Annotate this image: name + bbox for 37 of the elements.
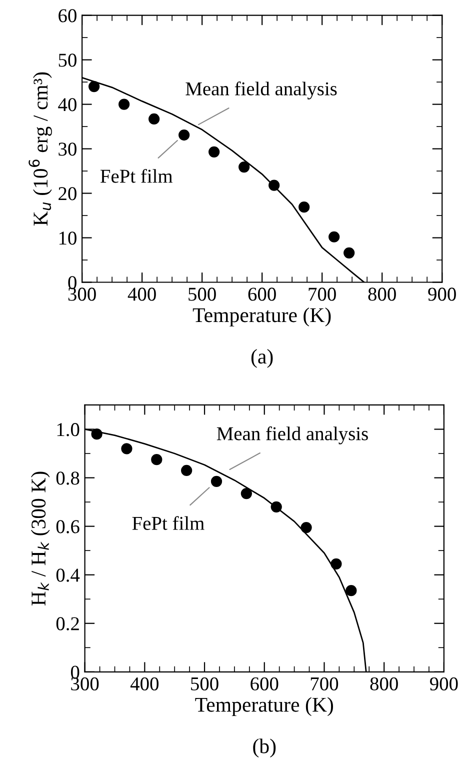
y-tick-label: 0.8 <box>56 472 80 485</box>
x-tick-label: 300 <box>68 288 96 301</box>
x-tick-label: 600 <box>248 288 276 301</box>
text: (b) <box>253 738 276 758</box>
x-tick-label: 900 <box>430 677 458 690</box>
x-tick-label: 500 <box>188 288 216 301</box>
annotation: Mean field analysis <box>216 426 368 444</box>
y-tick-label: 40 <box>58 98 76 112</box>
y-tick-label: 60 <box>58 9 76 22</box>
y-tick-label: 0 <box>70 666 80 679</box>
annotation: Mean field analysis <box>186 82 337 100</box>
y-tick-label: 10 <box>59 232 76 245</box>
y-tick-label: 1.0 <box>57 423 80 436</box>
y-tick-label: 0 <box>68 276 76 290</box>
x-tick-label: 500 <box>191 677 218 690</box>
x-tick-label: 800 <box>370 677 398 690</box>
x-tick-label: 800 <box>368 288 396 301</box>
x-tick-label: 900 <box>428 288 456 301</box>
y-tick-label: 0.2 <box>56 617 79 630</box>
x-tick-label: 700 <box>310 677 338 690</box>
x-tick-label: 600 <box>250 677 278 690</box>
y-tick-label: 0.4 <box>56 568 80 582</box>
annotation: FePt film <box>132 516 204 530</box>
x-tick-label: 400 <box>128 288 156 301</box>
text: (a) <box>251 348 273 368</box>
x-tick-label: 400 <box>130 677 159 690</box>
x-axis-title: Temperature (K) <box>195 697 334 716</box>
annotation: FePt film <box>100 168 173 183</box>
x-tick-label: 300 <box>71 677 99 690</box>
y-tick-label: 0.6 <box>56 520 80 534</box>
y-axis-title: H$_{k}$ / H$_{k}$ (300 K) <box>30 472 50 606</box>
x-axis-title: Temperature (K) <box>192 308 331 326</box>
y-tick-label: 50 <box>58 54 76 67</box>
y-tick-label: 20 <box>58 187 76 200</box>
x-tick-label: 700 <box>308 288 336 301</box>
y-tick-label: 30 <box>58 142 76 156</box>
y-axis-title: K$_{u}$ (10$^{6}$ erg / cm³) <box>28 72 52 226</box>
